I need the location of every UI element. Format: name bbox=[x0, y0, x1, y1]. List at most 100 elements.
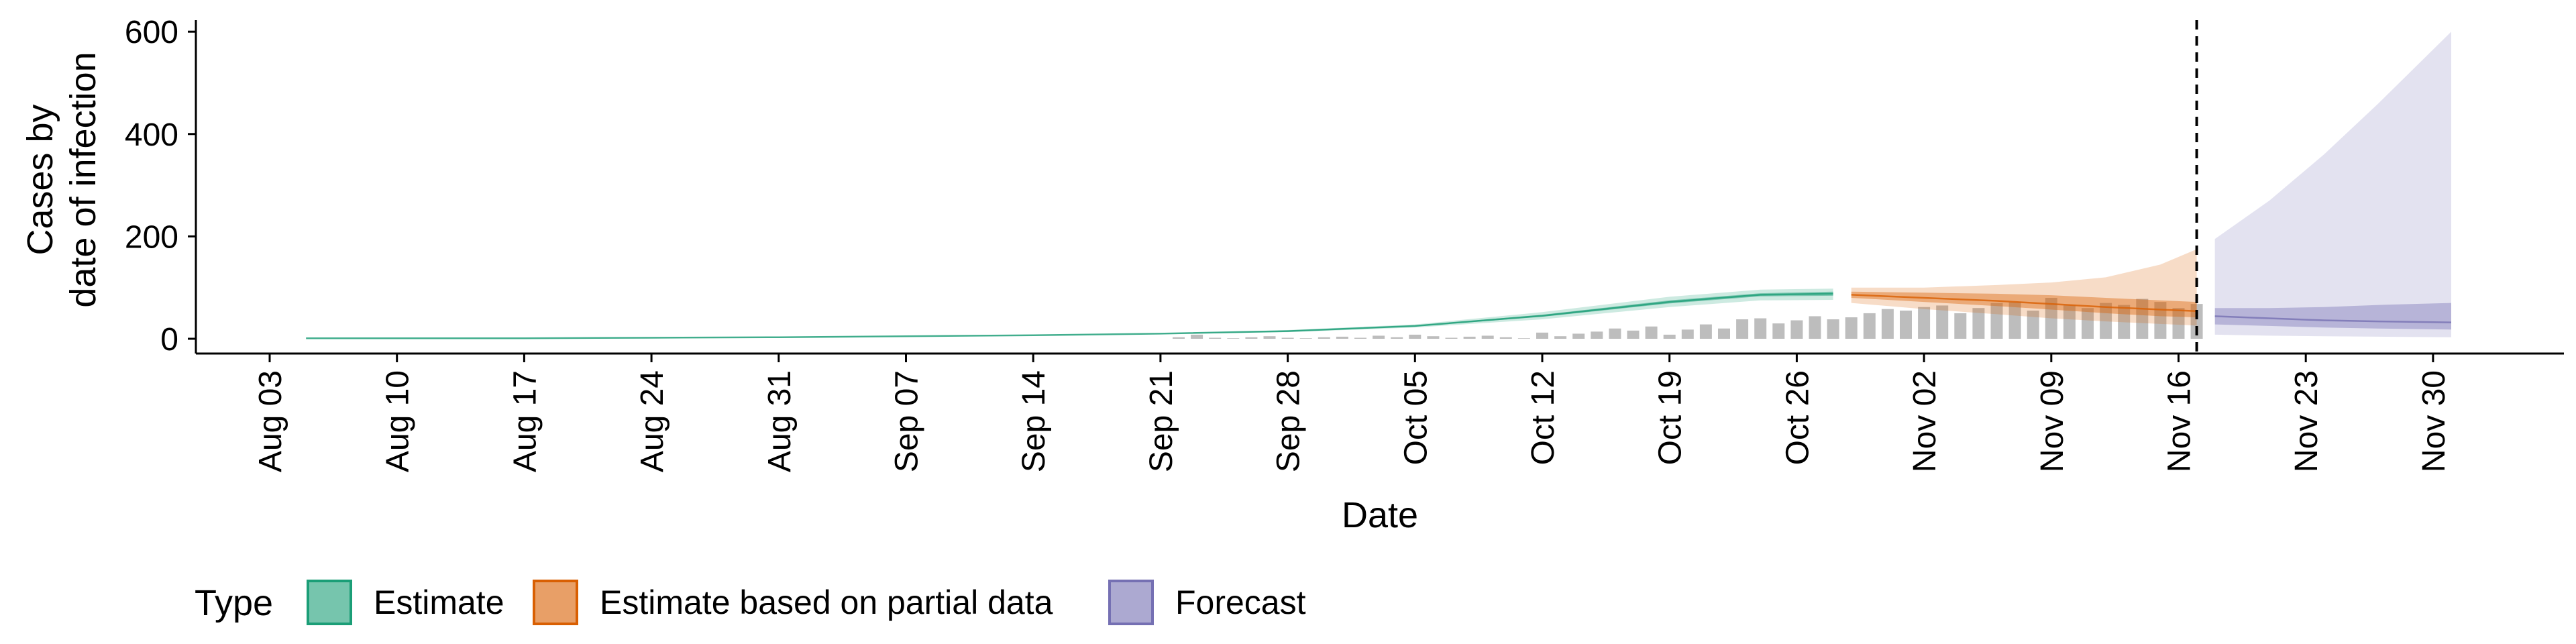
x-tick-label: Aug 17 bbox=[507, 370, 543, 472]
estimate-band-50 bbox=[306, 291, 1833, 339]
forecast-band-50 bbox=[2214, 303, 2451, 330]
reported-case-bar bbox=[1772, 323, 1785, 339]
reported-case-bar bbox=[1463, 336, 1476, 339]
reported-case-bar bbox=[1409, 334, 1421, 339]
reported-case-bar bbox=[1699, 324, 1712, 339]
x-tick-label: Sep 28 bbox=[1271, 370, 1307, 472]
reported-case-bar bbox=[2190, 304, 2203, 339]
reported-case-bar bbox=[1427, 336, 1440, 339]
estimate-median-line bbox=[306, 292, 1833, 339]
reported-case-bar bbox=[1663, 334, 1676, 339]
reported-case-bar bbox=[2118, 305, 2131, 339]
reported-case-bar bbox=[1681, 329, 1694, 339]
reported-case-bar bbox=[2008, 302, 2021, 339]
reported-case-bar bbox=[1318, 337, 1330, 339]
reported-case-bar bbox=[1718, 328, 1730, 339]
x-tick-label: Sep 07 bbox=[890, 370, 925, 472]
forecast-band-90 bbox=[2214, 32, 2451, 337]
reported-case-bar bbox=[2045, 298, 2057, 339]
reported-case-bar bbox=[1554, 336, 1567, 339]
reported-case-bar bbox=[1645, 326, 1658, 339]
reported-case-bar bbox=[1391, 337, 1403, 339]
reported-case-bar bbox=[1900, 311, 1912, 339]
reported-case-bar bbox=[1481, 335, 1494, 339]
reported-case-bar bbox=[1227, 338, 1240, 339]
reported-case-bar bbox=[1354, 337, 1366, 339]
y-axis-ticks: 0 200 400 600 bbox=[125, 15, 196, 358]
x-tick-label: Oct 19 bbox=[1653, 370, 1688, 465]
legend-key-forecast bbox=[1108, 580, 1154, 625]
x-tick-label: Nov 09 bbox=[2035, 370, 2070, 472]
reported-case-bar bbox=[1827, 319, 1839, 339]
reported-case-bar bbox=[2063, 305, 2076, 339]
reported-case-bar bbox=[1627, 330, 1640, 339]
y-tick-label: 200 bbox=[125, 219, 178, 255]
reported-case-bar bbox=[1499, 337, 1512, 339]
x-tick-label: Oct 12 bbox=[1525, 370, 1561, 465]
reported-case-bar bbox=[2154, 302, 2167, 339]
y-axis-label-line2: date of infection bbox=[63, 52, 103, 307]
reported-case-bar bbox=[1373, 335, 1385, 339]
reported-case-bar bbox=[1809, 316, 1821, 339]
reported-case-bar bbox=[1863, 313, 1876, 339]
reported-case-bar bbox=[1191, 334, 1203, 339]
x-axis-ticks: Aug 03 Aug 10 Aug 17 Aug 24 Aug 31 Sep 07 Sep … bbox=[253, 354, 2452, 472]
reported-case-bar bbox=[1245, 337, 1258, 339]
reported-case-bar bbox=[1173, 337, 1185, 339]
x-tick-label: Oct 05 bbox=[1398, 370, 1434, 465]
reported-case-bar bbox=[2100, 303, 2112, 339]
reported-case-bar bbox=[1972, 308, 1985, 339]
reported-case-bar bbox=[1336, 336, 1348, 339]
x-tick-label: Aug 03 bbox=[253, 370, 288, 472]
reported-case-bar bbox=[2027, 311, 2039, 339]
plot-layer bbox=[306, 20, 2452, 354]
partial-median-line bbox=[1851, 294, 2197, 313]
y-tick-label: 0 bbox=[160, 322, 178, 358]
x-tick-label: Sep 14 bbox=[1016, 370, 1052, 472]
reported-case-bar bbox=[1572, 333, 1585, 339]
x-tick-label: Nov 02 bbox=[1907, 370, 1943, 472]
y-axis-label-line1: Cases by bbox=[20, 104, 60, 255]
reported-case-bar bbox=[1263, 336, 1276, 339]
reported-case-bar bbox=[1591, 331, 1603, 339]
y-tick-label: 400 bbox=[125, 117, 178, 153]
reported-case-bar bbox=[1990, 303, 2003, 339]
reported-case-bar bbox=[1881, 309, 1894, 339]
reported-case-bar bbox=[1536, 332, 1548, 339]
reported-case-bar bbox=[1936, 305, 1949, 339]
x-axis-label: Date bbox=[1342, 495, 1418, 535]
forecast-median-line bbox=[2214, 315, 2452, 323]
reported-case-bar bbox=[1209, 337, 1222, 339]
reported-case-bar bbox=[1445, 337, 1458, 339]
legend-label-partial: Estimate based on partial data bbox=[600, 584, 1053, 621]
x-tick-label: Aug 10 bbox=[380, 370, 416, 472]
x-tick-label: Oct 26 bbox=[1780, 370, 1815, 465]
x-tick-label: Sep 21 bbox=[1144, 370, 1179, 472]
x-tick-label: Nov 23 bbox=[2289, 370, 2324, 472]
reported-case-bar bbox=[1281, 337, 1294, 339]
x-tick-label: Nov 16 bbox=[2162, 370, 2198, 472]
legend-label-estimate: Estimate bbox=[374, 584, 504, 621]
reported-case-bar bbox=[1754, 318, 1767, 339]
reported-case-bar bbox=[1609, 328, 1621, 339]
reported-case-bar bbox=[2082, 308, 2094, 339]
reported-case-bar bbox=[1954, 313, 1967, 339]
reported-case-bar bbox=[1299, 338, 1312, 339]
reported-case-bar bbox=[1790, 320, 1803, 339]
x-tick-label: Nov 30 bbox=[2416, 370, 2452, 472]
x-tick-label: Aug 24 bbox=[635, 370, 670, 472]
reported-case-bar bbox=[2172, 308, 2185, 339]
legend-label-forecast: Forecast bbox=[1175, 584, 1306, 621]
estimate-band-90 bbox=[306, 288, 1833, 339]
legend-title: Type bbox=[195, 583, 273, 623]
reported-case-bar bbox=[1845, 317, 1858, 339]
reported-case-bar bbox=[1736, 319, 1749, 339]
reported-case-bar bbox=[1517, 338, 1530, 339]
legend-key-estimate bbox=[307, 580, 352, 625]
legend: Type Estimate Estimate based on partial … bbox=[195, 580, 1306, 625]
x-tick-label: Aug 31 bbox=[762, 370, 798, 472]
legend-key-partial bbox=[533, 580, 578, 625]
y-tick-label: 600 bbox=[125, 15, 178, 50]
reported-case-bar bbox=[1918, 307, 1931, 339]
